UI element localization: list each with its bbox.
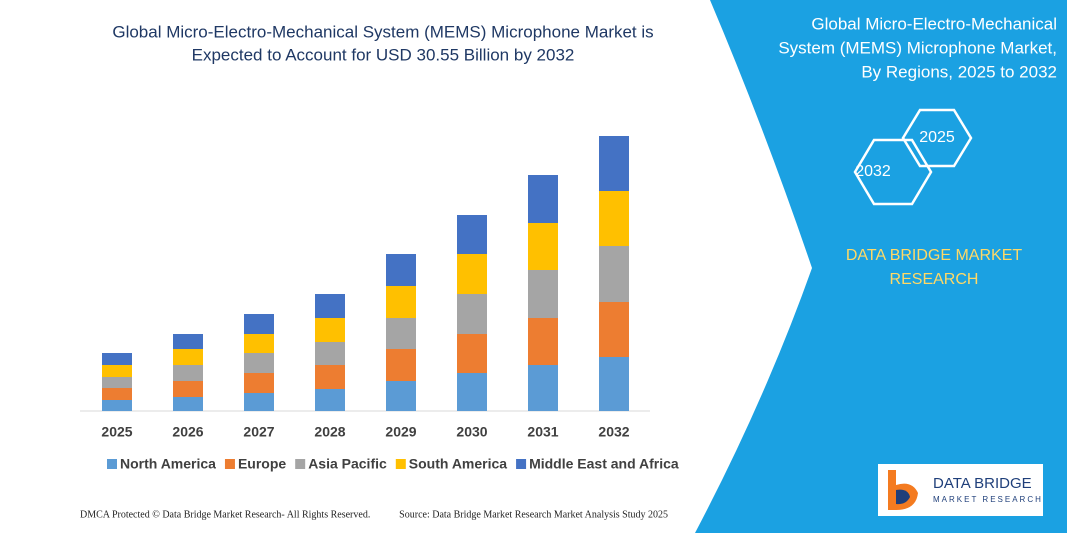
- brand-text: DATA BRIDGE MARKET: [846, 247, 1023, 264]
- bar-segment: [244, 393, 274, 411]
- legend-swatch: [516, 459, 527, 469]
- bar-segment: [315, 365, 345, 389]
- panel-title: System (MEMS) Microphone Market,: [778, 38, 1057, 57]
- bar-segment: [528, 365, 558, 411]
- x-tick-label: 2026: [172, 424, 203, 440]
- bar-segment: [457, 334, 487, 373]
- bar-segment: [315, 294, 345, 318]
- legend-label: North America: [120, 456, 216, 472]
- logo-mark: [896, 489, 910, 505]
- footer-left: DMCA Protected © Data Bridge Market Rese…: [80, 509, 370, 520]
- logo-subtext: MARKET RESEARCH: [933, 495, 1043, 504]
- bar-segment: [528, 318, 558, 365]
- x-tick-label: 2032: [598, 424, 629, 440]
- bar-segment: [386, 349, 416, 381]
- legend-swatch: [295, 459, 306, 469]
- bar-segment: [102, 400, 132, 411]
- bar-segment: [528, 175, 558, 223]
- x-tick-label: 2025: [101, 424, 132, 440]
- panel-title: By Regions, 2025 to 2032: [861, 62, 1057, 81]
- bar-segment: [599, 246, 629, 302]
- hex-label: 2025: [919, 129, 955, 146]
- bar-segment: [244, 373, 274, 393]
- legend-label: Europe: [238, 456, 286, 472]
- bar-segment: [457, 294, 487, 334]
- legend-swatch: [395, 459, 406, 469]
- bar-segment: [315, 318, 345, 342]
- legend-label: Middle East and Africa: [529, 456, 679, 472]
- bar-segment: [173, 334, 203, 349]
- legend-label: Asia Pacific: [308, 456, 387, 472]
- bar-segment: [315, 342, 345, 365]
- legend-label: South America: [409, 456, 507, 472]
- bar-segment: [386, 254, 416, 286]
- bar-segment: [386, 286, 416, 318]
- logo-text: DATA BRIDGE: [933, 475, 1032, 492]
- bar-segment: [102, 388, 132, 400]
- chart-title: Expected to Account for USD 30.55 Billio…: [192, 45, 575, 64]
- hexagon: [901, 108, 973, 168]
- bar-segment: [244, 334, 274, 353]
- bar-segment: [102, 377, 132, 388]
- brand-text: RESEARCH: [890, 271, 979, 288]
- bar-segment: [173, 349, 203, 365]
- chart-title: Global Micro-Electro-Mechanical System (…: [112, 22, 653, 41]
- bar-segment: [457, 215, 487, 254]
- bar-segment: [173, 381, 203, 397]
- x-tick-label: 2031: [527, 424, 558, 440]
- bar-segment: [599, 357, 629, 411]
- bar-segment: [173, 365, 203, 381]
- side-panel: [695, 0, 1067, 533]
- x-tick-label: 2029: [385, 424, 416, 440]
- bar-segment: [102, 365, 132, 377]
- bar-segment: [599, 191, 629, 246]
- legend-swatch: [107, 459, 117, 469]
- bar-segment: [173, 397, 203, 411]
- bar-segment: [599, 302, 629, 357]
- bar-segment: [102, 353, 132, 365]
- panel-title: Global Micro-Electro-Mechanical: [811, 14, 1057, 33]
- bar-segment: [528, 223, 558, 270]
- bar-segment: [457, 373, 487, 411]
- legend-swatch: [224, 459, 235, 469]
- bar-segment: [599, 136, 629, 191]
- bar-segment: [386, 318, 416, 349]
- footer-right: Source: Data Bridge Market Research Mark…: [399, 509, 668, 520]
- bar-segment: [386, 381, 416, 411]
- bar-segment: [457, 254, 487, 294]
- bar-segment: [244, 314, 274, 334]
- x-tick-label: 2030: [456, 424, 487, 440]
- bar-segment: [528, 270, 558, 318]
- x-tick-label: 2027: [243, 424, 274, 440]
- bar-segment: [315, 389, 345, 411]
- hex-label: 2032: [855, 163, 891, 180]
- bar-segment: [244, 353, 274, 373]
- x-tick-label: 2028: [314, 424, 345, 440]
- hexagon: [853, 138, 933, 206]
